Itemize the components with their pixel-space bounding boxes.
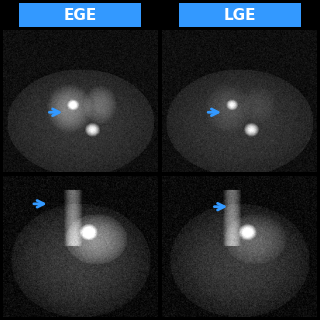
Text: LGE: LGE bbox=[224, 8, 256, 23]
Text: EGE: EGE bbox=[63, 8, 97, 23]
